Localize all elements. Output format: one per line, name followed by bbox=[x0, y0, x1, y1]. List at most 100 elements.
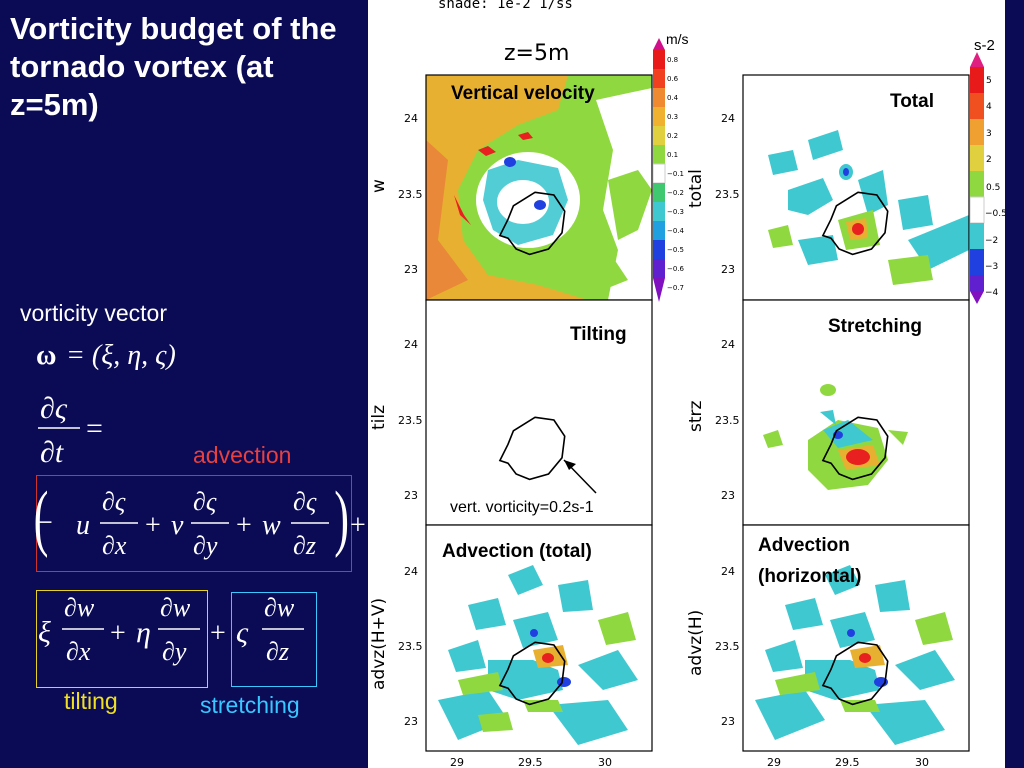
vorticity-equation: ω = (ξ, η, ς) ∂ς ∂t = − ( u ∂ς ∂x + v ∂ς… bbox=[34, 340, 366, 666]
svg-text:23: 23 bbox=[404, 715, 418, 728]
left-paren: ( bbox=[34, 478, 49, 559]
eta-var: η bbox=[136, 616, 151, 649]
panel-advection-total-frame bbox=[425, 524, 653, 752]
tilt1-den: ∂x bbox=[66, 637, 91, 666]
svg-text:24: 24 bbox=[721, 338, 735, 351]
tilting-field bbox=[426, 300, 652, 525]
y-ticks-left: 24 23.5 23 24 23.5 23 24 23.5 23 bbox=[398, 112, 423, 728]
xi-var: ξ bbox=[38, 616, 51, 649]
panel-title-advection-horizontal-line1: Advection bbox=[758, 535, 850, 556]
tilt2-den: ∂y bbox=[162, 637, 187, 666]
vertical-velocity-field bbox=[426, 75, 652, 300]
panel-advection-horizontal-frame bbox=[742, 524, 970, 752]
svg-text:23: 23 bbox=[404, 263, 418, 276]
vorticity-colorbar bbox=[969, 52, 985, 304]
panel-title-stretching: Stretching bbox=[828, 316, 922, 337]
svg-text:30: 30 bbox=[915, 756, 929, 768]
total-field bbox=[743, 75, 969, 300]
tilt1-num: ∂w bbox=[64, 593, 95, 622]
vorticity-unit: s-2 bbox=[974, 37, 995, 54]
str-num: ∂w bbox=[264, 593, 295, 622]
velocity-unit: m/s bbox=[666, 31, 689, 47]
equals-sign: = bbox=[86, 412, 103, 445]
omega-symbol: ω bbox=[36, 340, 56, 371]
term3-den: ∂z bbox=[293, 531, 316, 560]
velocity-colorbar bbox=[652, 38, 666, 302]
y-ticks-right: 24 23.5 23 24 23.5 23 24 23.5 23 bbox=[715, 112, 740, 728]
svg-text:23.5: 23.5 bbox=[398, 414, 423, 427]
svg-text:−0.2: −0.2 bbox=[667, 189, 684, 197]
svg-text:0.5: 0.5 bbox=[986, 183, 1000, 193]
vorticity-vector-label: vorticity vector bbox=[20, 300, 167, 326]
svg-text:0.6: 0.6 bbox=[667, 75, 679, 83]
plus-3: + bbox=[350, 510, 366, 541]
w-var: w bbox=[262, 510, 281, 541]
vorticity-budget-figure: shade: 1e-2 1/ss z=5m Vertical velocity … bbox=[368, 0, 1005, 768]
side-label-tilz: tilz bbox=[369, 405, 389, 430]
panel-title-vertical-velocity: Vertical velocity bbox=[451, 83, 595, 104]
advection-horizontal-field bbox=[743, 525, 969, 751]
svg-text:−4: −4 bbox=[985, 288, 999, 298]
svg-text:23.5: 23.5 bbox=[398, 640, 423, 653]
svg-text:−0.7: −0.7 bbox=[667, 284, 684, 292]
svg-text:24: 24 bbox=[721, 112, 735, 125]
plus-4: + bbox=[110, 618, 126, 649]
svg-text:23.5: 23.5 bbox=[715, 414, 740, 427]
term1-num: ∂ς bbox=[102, 487, 126, 516]
svg-text:−0.6: −0.6 bbox=[667, 265, 685, 273]
minus-sign: − bbox=[36, 506, 53, 539]
side-label-w: w bbox=[369, 179, 389, 193]
svg-text:24: 24 bbox=[404, 338, 418, 351]
advection-label: advection bbox=[193, 442, 292, 468]
plus-5: + bbox=[210, 618, 226, 649]
svg-text:−3: −3 bbox=[985, 262, 998, 272]
svg-text:23: 23 bbox=[721, 263, 735, 276]
svg-text:29: 29 bbox=[450, 756, 464, 768]
svg-text:23: 23 bbox=[404, 489, 418, 502]
u-var: u bbox=[76, 510, 90, 541]
panel-title-total: Total bbox=[890, 91, 934, 112]
svg-text:30: 30 bbox=[598, 756, 612, 768]
svg-text:23.5: 23.5 bbox=[398, 188, 423, 201]
panel-title-advection-horizontal-line2: (horizontal) bbox=[758, 566, 861, 587]
svg-text:−0.5: −0.5 bbox=[667, 246, 684, 254]
str-den: ∂z bbox=[266, 637, 289, 666]
stretching-field bbox=[743, 300, 969, 525]
side-label-advz-h: advz(H) bbox=[686, 610, 706, 676]
stretching-box bbox=[231, 592, 317, 687]
svg-text:29.5: 29.5 bbox=[518, 756, 543, 768]
plus-2: + bbox=[236, 510, 252, 541]
svg-text:23.5: 23.5 bbox=[715, 640, 740, 653]
svg-text:29.5: 29.5 bbox=[835, 756, 860, 768]
svg-text:−0.1: −0.1 bbox=[667, 170, 684, 178]
panel-title-tilting: Tilting bbox=[570, 324, 627, 345]
svg-text:23: 23 bbox=[721, 715, 735, 728]
svg-text:0.4: 0.4 bbox=[667, 94, 679, 102]
tilt2-num: ∂w bbox=[160, 593, 191, 622]
stretching-label: stretching bbox=[200, 692, 300, 718]
svg-text:0.3: 0.3 bbox=[667, 113, 678, 121]
vorticity-annotation: vert. vorticity=0.2s-1 bbox=[450, 499, 594, 516]
zeta-var: ς bbox=[236, 616, 249, 649]
panel-title-advection-total: Advection (total) bbox=[442, 541, 592, 562]
advection-box bbox=[36, 475, 352, 572]
svg-text:29: 29 bbox=[767, 756, 781, 768]
v-var: v bbox=[171, 510, 184, 541]
svg-text:23: 23 bbox=[721, 489, 735, 502]
svg-text:0.2: 0.2 bbox=[667, 132, 678, 140]
term2-den: ∂y bbox=[193, 531, 218, 560]
svg-text:−0.5: −0.5 bbox=[985, 209, 1005, 219]
side-label-advz-hv: advz(H+V) bbox=[369, 598, 389, 690]
svg-text:−2: −2 bbox=[985, 236, 998, 246]
svg-text:−0.4: −0.4 bbox=[667, 227, 685, 235]
vorticity-colorbar-ticks: 5 4 3 2 0.5 −0.5 −2 −3 −4 bbox=[985, 76, 1005, 298]
tilting-label: tilting bbox=[64, 688, 118, 714]
svg-text:3: 3 bbox=[986, 129, 992, 139]
dzeta-numerator: ∂ς bbox=[40, 392, 68, 425]
svg-text:24: 24 bbox=[721, 565, 735, 578]
x-ticks: 29 29.5 30 29 29.5 30 bbox=[450, 756, 929, 768]
term2-num: ∂ς bbox=[193, 487, 217, 516]
dt-denominator: ∂t bbox=[40, 436, 64, 469]
svg-text:2: 2 bbox=[986, 155, 992, 165]
advection-total-field bbox=[426, 525, 652, 751]
